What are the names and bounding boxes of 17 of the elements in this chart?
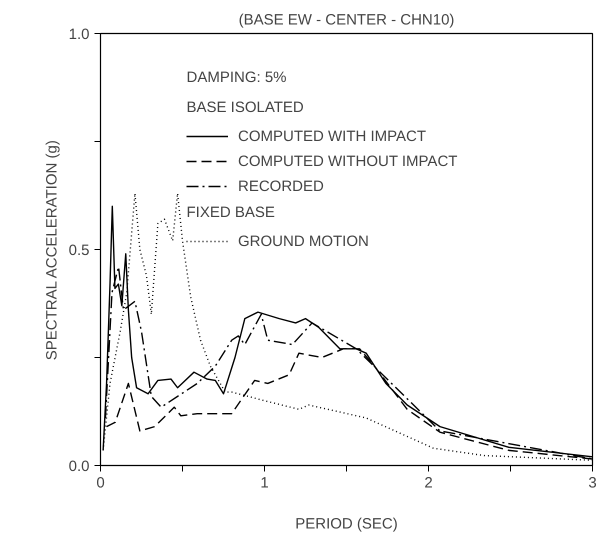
annotation: BASE ISOLATED xyxy=(186,99,304,116)
x-tick-label: 1 xyxy=(260,474,269,492)
chart-title: (BASE EW - CENTER - CHN10) xyxy=(238,12,454,28)
annotation: DAMPING: 5% xyxy=(186,69,287,86)
legend-label: COMPUTED WITH IMPACT xyxy=(238,126,426,146)
x-tick-label: 3 xyxy=(588,474,597,492)
x-axis-title: PERIOD (SEC) xyxy=(295,516,398,532)
y-tick-label: 0.0 xyxy=(68,458,90,475)
x-tick-label: 2 xyxy=(424,474,433,492)
legend-label: RECORDED xyxy=(238,176,324,196)
legend-label: COMPUTED WITHOUT IMPACT xyxy=(238,152,458,171)
annotation: FIXED BASE xyxy=(186,204,275,221)
y-tick-label: 0.5 xyxy=(68,242,90,259)
y-tick-label: 1.0 xyxy=(68,26,90,43)
x-tick-label: 0 xyxy=(96,474,105,492)
legend-label: GROUND MOTION xyxy=(238,232,369,251)
y-axis-title: SPECTRAL ACCELERATION (g) xyxy=(44,140,61,360)
